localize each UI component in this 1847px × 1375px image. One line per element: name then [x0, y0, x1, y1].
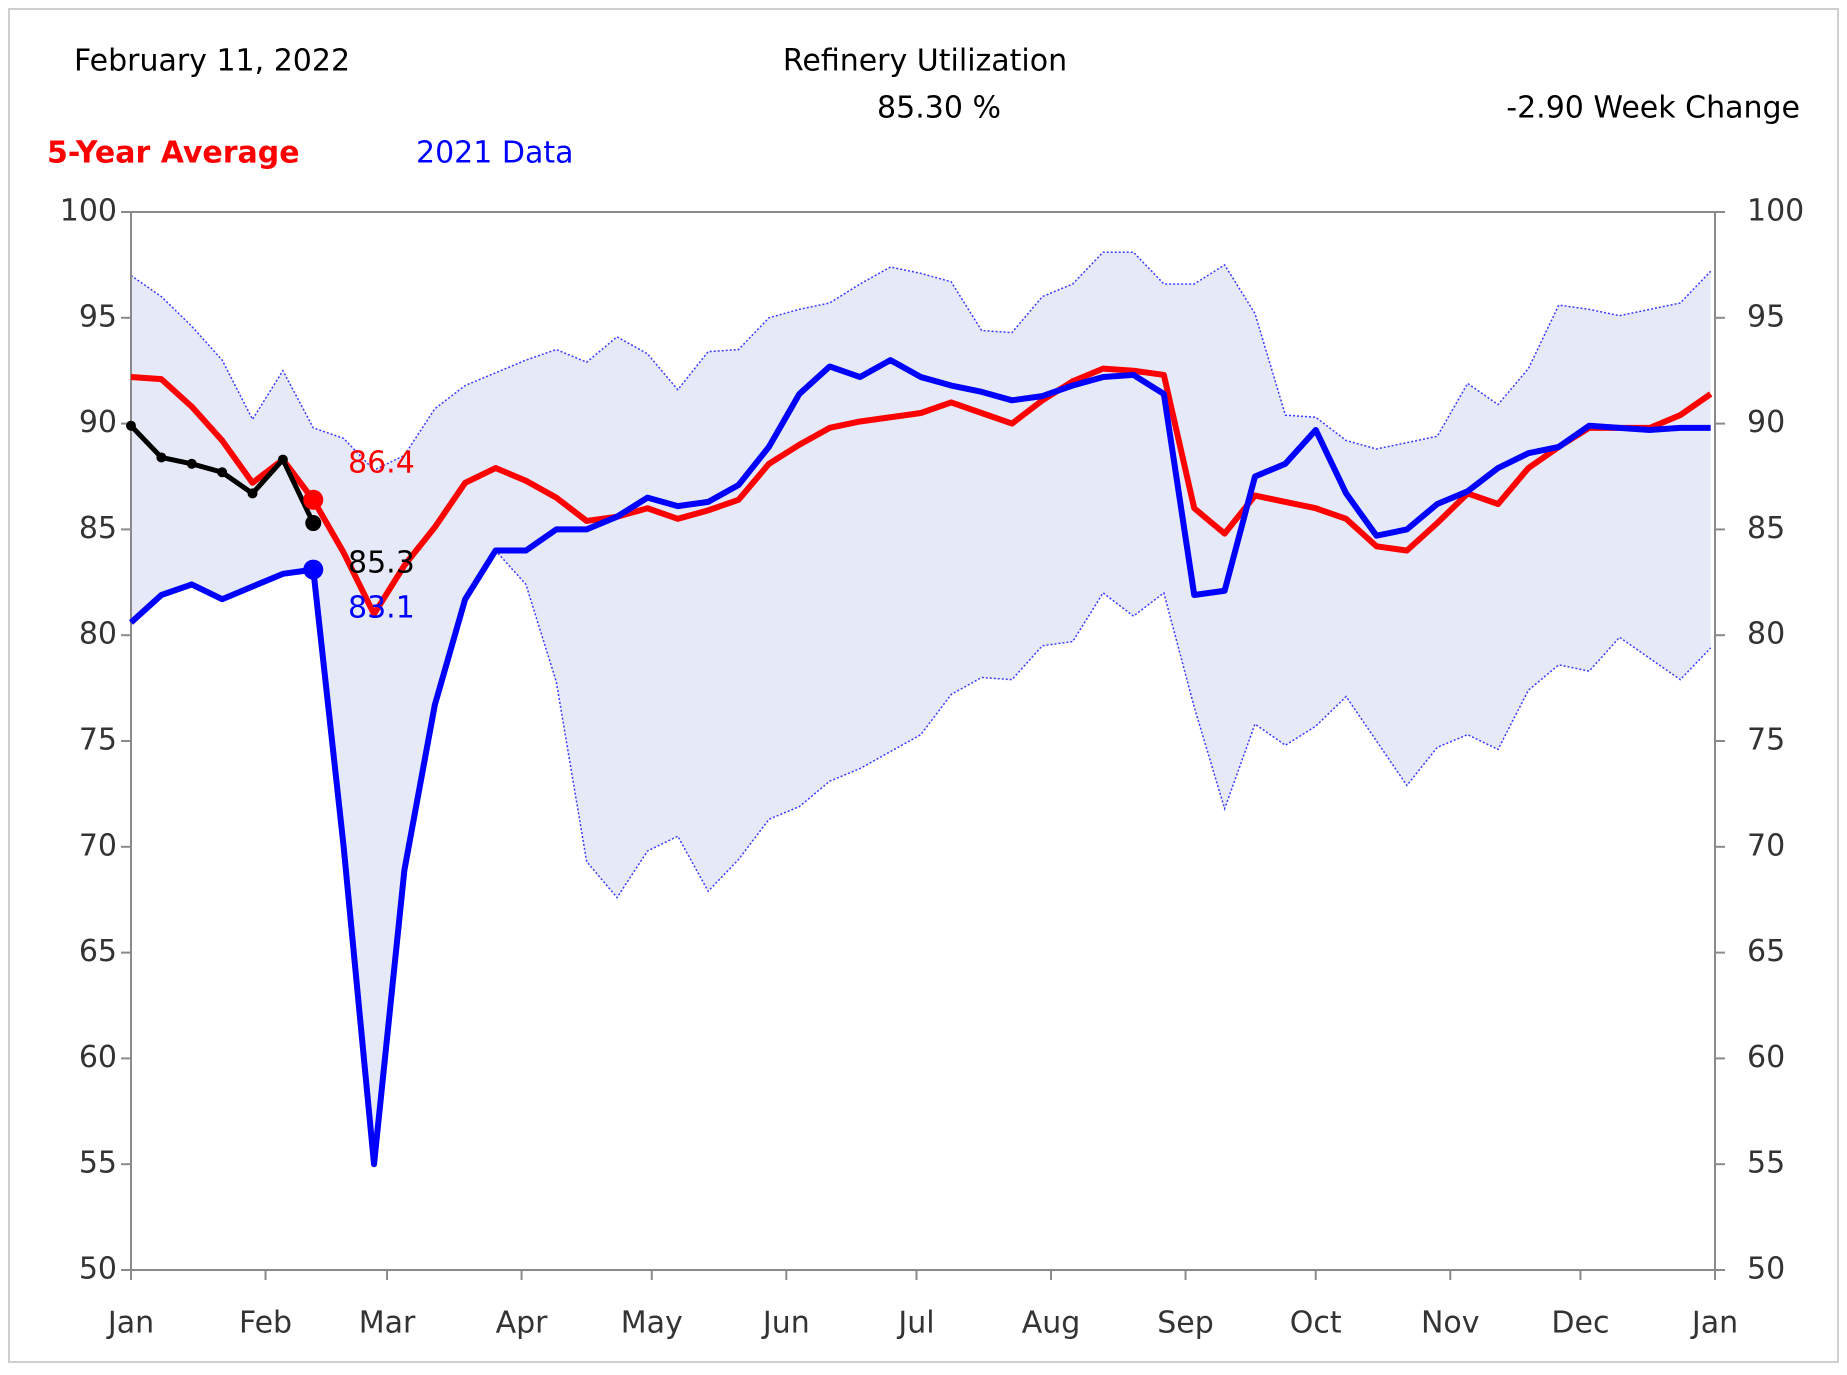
- annotation: 83.1: [348, 591, 415, 626]
- y-tick-label: 75: [79, 723, 117, 758]
- chart-title: Refinery Utilization: [783, 44, 1067, 79]
- endpoint: [303, 489, 324, 510]
- series-line: [128, 357, 1711, 1168]
- y2-tick-label: 90: [1747, 405, 1785, 440]
- y-tick-label: 100: [60, 194, 117, 229]
- y2-tick-label: 100: [1747, 194, 1804, 229]
- x-tick-label: Jul: [896, 1306, 934, 1341]
- legend-entry: 5-Year Average: [47, 136, 300, 171]
- y-tick-label: 70: [79, 828, 117, 863]
- x-tick-label: Jan: [106, 1306, 154, 1341]
- annotation: 85.3: [348, 546, 415, 581]
- y2-tick-label: 70: [1747, 828, 1785, 863]
- current-point: [247, 488, 258, 499]
- x-tick-label: Aug: [1022, 1306, 1081, 1341]
- date: February 11, 2022: [74, 44, 350, 79]
- series-line: [130, 365, 1713, 618]
- range-edge: [130, 251, 1712, 472]
- y2-tick-label: 65: [1747, 934, 1785, 969]
- y-tick-label: 80: [79, 617, 117, 652]
- y2-tick-label: 95: [1747, 299, 1785, 334]
- y-tick-label: 50: [79, 1252, 117, 1287]
- y2-tick-label: 50: [1747, 1252, 1785, 1287]
- y2-tick-label: 80: [1747, 617, 1785, 652]
- x-tick-label: Dec: [1551, 1306, 1609, 1341]
- y2-tick-label: 85: [1747, 511, 1785, 546]
- x-tick-label: Sep: [1157, 1306, 1214, 1341]
- y-tick-label: 65: [79, 934, 117, 969]
- current-point: [156, 452, 167, 463]
- endpoint: [303, 559, 324, 580]
- legend-entry: 2021 Data: [416, 136, 574, 171]
- y2-tick-label: 55: [1747, 1146, 1785, 1181]
- current-point: [217, 467, 228, 478]
- chart-subtitle: 85.30 %: [877, 91, 1001, 126]
- x-tick-label: May: [621, 1306, 683, 1341]
- x-tick-label: Oct: [1290, 1306, 1342, 1341]
- current-point: [277, 454, 288, 465]
- range-edge: [130, 549, 1712, 1165]
- x-tick-label: Nov: [1421, 1306, 1480, 1341]
- x-tick-label: Feb: [239, 1306, 292, 1341]
- endpoint: [305, 515, 322, 532]
- frame: [8, 8, 1839, 1363]
- current-point: [126, 420, 136, 431]
- y2-tick-label: 75: [1747, 723, 1785, 758]
- x-tick-label: Jun: [761, 1306, 810, 1341]
- y-tick-label: 60: [79, 1040, 117, 1075]
- y-tick-label: 90: [79, 405, 117, 440]
- y-tick-label: 55: [79, 1146, 117, 1181]
- annotation: 86.4: [348, 446, 415, 481]
- current-point: [186, 458, 197, 469]
- week-change: -2.90 Week Change: [1506, 91, 1800, 126]
- x-tick-label: Mar: [359, 1306, 416, 1341]
- y-tick-label: 85: [79, 511, 117, 546]
- y2-tick-label: 60: [1747, 1040, 1785, 1075]
- x-tick-label: Apr: [496, 1306, 549, 1341]
- y-tick-label: 95: [79, 299, 117, 334]
- range-band: [131, 252, 1711, 1165]
- x-tick-label: Jan: [1690, 1306, 1738, 1341]
